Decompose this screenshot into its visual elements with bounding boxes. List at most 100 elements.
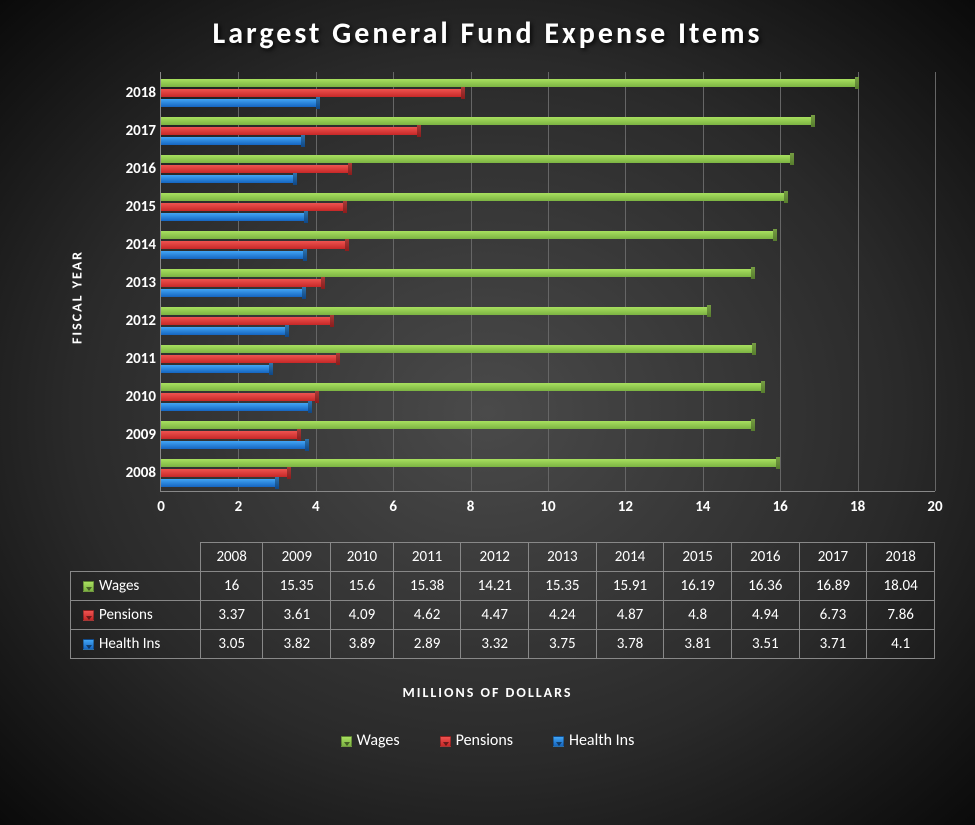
table-cell: 14.21 <box>461 572 529 601</box>
table-col-header: 2011 <box>393 543 461 572</box>
table-cell: 16.89 <box>799 572 867 601</box>
table-cell: 4.94 <box>731 601 799 630</box>
x-tick-label: 0 <box>157 498 165 516</box>
bar-pensions <box>161 203 347 211</box>
table-col-header: 2010 <box>331 543 394 572</box>
year-label: 2010 <box>116 388 156 406</box>
bar-health <box>161 479 279 487</box>
table-cell: 15.38 <box>393 572 461 601</box>
table-cell: 3.32 <box>461 630 529 659</box>
bar-health <box>161 441 309 449</box>
table-empty-cell <box>71 543 201 572</box>
table-cell: 18.04 <box>867 572 935 601</box>
bar-health <box>161 365 273 373</box>
legend-marker-icon <box>440 736 451 747</box>
bar-pensions <box>161 165 352 173</box>
table-cell: 3.89 <box>331 630 394 659</box>
table-cell: 4.87 <box>596 601 664 630</box>
table-cell: 3.81 <box>664 630 732 659</box>
table-row-header: Health Ins <box>71 630 201 659</box>
table-cell: 6.73 <box>799 601 867 630</box>
bar-wages <box>161 421 755 429</box>
chart-title: Largest General Fund Expense Items <box>0 0 975 62</box>
gridline <box>935 72 936 491</box>
bar-pensions <box>161 127 421 135</box>
year-group: 2008 <box>161 454 935 492</box>
table-cell: 15.35 <box>263 572 331 601</box>
bar-pensions <box>161 355 340 363</box>
bar-pensions <box>161 393 319 401</box>
row-header-label: Wages <box>99 577 139 595</box>
year-group: 2010 <box>161 378 935 416</box>
table-cell: 4.1 <box>867 630 935 659</box>
year-group: 2012 <box>161 302 935 340</box>
bar-pensions <box>161 89 465 97</box>
table-cell: 3.78 <box>596 630 664 659</box>
x-tick-label: 4 <box>312 498 320 516</box>
table-cell: 3.05 <box>200 630 263 659</box>
table-col-header: 2012 <box>461 543 529 572</box>
bar-pensions <box>161 279 325 287</box>
table-cell: 3.82 <box>263 630 331 659</box>
bar-health <box>161 175 297 183</box>
year-group: 2018 <box>161 74 935 112</box>
table-row: Pensions3.373.614.094.624.474.244.874.84… <box>71 601 935 630</box>
table-row-header: Wages <box>71 572 201 601</box>
table-cell: 3.61 <box>263 601 331 630</box>
table-cell: 16.19 <box>664 572 732 601</box>
data-table: 2008200920102011201220132014201520162017… <box>70 542 935 659</box>
bar-health <box>161 327 289 335</box>
series-marker-icon <box>83 581 94 592</box>
table-cell: 16 <box>200 572 263 601</box>
bar-wages <box>161 117 815 125</box>
table-header-row: 2008200920102011201220132014201520162017… <box>71 543 935 572</box>
table-col-header: 2009 <box>263 543 331 572</box>
table-row-header: Pensions <box>71 601 201 630</box>
year-label: 2014 <box>116 236 156 254</box>
year-group: 2017 <box>161 112 935 150</box>
year-label: 2008 <box>116 464 156 482</box>
bar-health <box>161 137 305 145</box>
x-tick-label: 14 <box>695 498 710 516</box>
bar-wages <box>161 345 756 353</box>
table-cell: 15.91 <box>596 572 664 601</box>
year-group: 2015 <box>161 188 935 226</box>
bar-pensions <box>161 431 301 439</box>
bar-pensions <box>161 317 334 325</box>
legend-marker-icon <box>341 736 352 747</box>
bar-health <box>161 289 306 297</box>
year-group: 2014 <box>161 226 935 264</box>
x-tick-label: 6 <box>389 498 397 516</box>
bar-wages <box>161 155 794 163</box>
legend-label: Wages <box>357 731 400 750</box>
year-label: 2018 <box>116 84 156 102</box>
table-col-header: 2017 <box>799 543 867 572</box>
chart-container: FISCAL YEAR 0246810121416182020082009201… <box>120 62 935 532</box>
year-group: 2016 <box>161 150 935 188</box>
table-cell: 4.24 <box>529 601 597 630</box>
x-tick-label: 8 <box>467 498 475 516</box>
table-cell: 4.47 <box>461 601 529 630</box>
bar-health <box>161 251 307 259</box>
year-label: 2017 <box>116 122 156 140</box>
legend-label: Pensions <box>456 731 513 750</box>
year-group: 2013 <box>161 264 935 302</box>
x-tick-label: 16 <box>773 498 788 516</box>
x-tick-label: 20 <box>927 498 942 516</box>
legend-item: Pensions <box>440 731 513 750</box>
x-tick-label: 2 <box>235 498 243 516</box>
table-cell: 3.71 <box>799 630 867 659</box>
table-cell: 15.35 <box>529 572 597 601</box>
table-row: Wages1615.3515.615.3814.2115.3515.9116.1… <box>71 572 935 601</box>
table-cell: 4.09 <box>331 601 394 630</box>
year-group: 2011 <box>161 340 935 378</box>
table-cell: 16.36 <box>731 572 799 601</box>
row-header-label: Health Ins <box>99 635 160 653</box>
table-row: Health Ins3.053.823.892.893.323.753.783.… <box>71 630 935 659</box>
plot-area: 0246810121416182020082009201020112012201… <box>160 72 935 492</box>
legend-item: Wages <box>341 731 400 750</box>
series-marker-icon <box>83 610 94 621</box>
row-header-label: Pensions <box>99 606 153 624</box>
table-cell: 4.62 <box>393 601 461 630</box>
year-label: 2009 <box>116 426 156 444</box>
